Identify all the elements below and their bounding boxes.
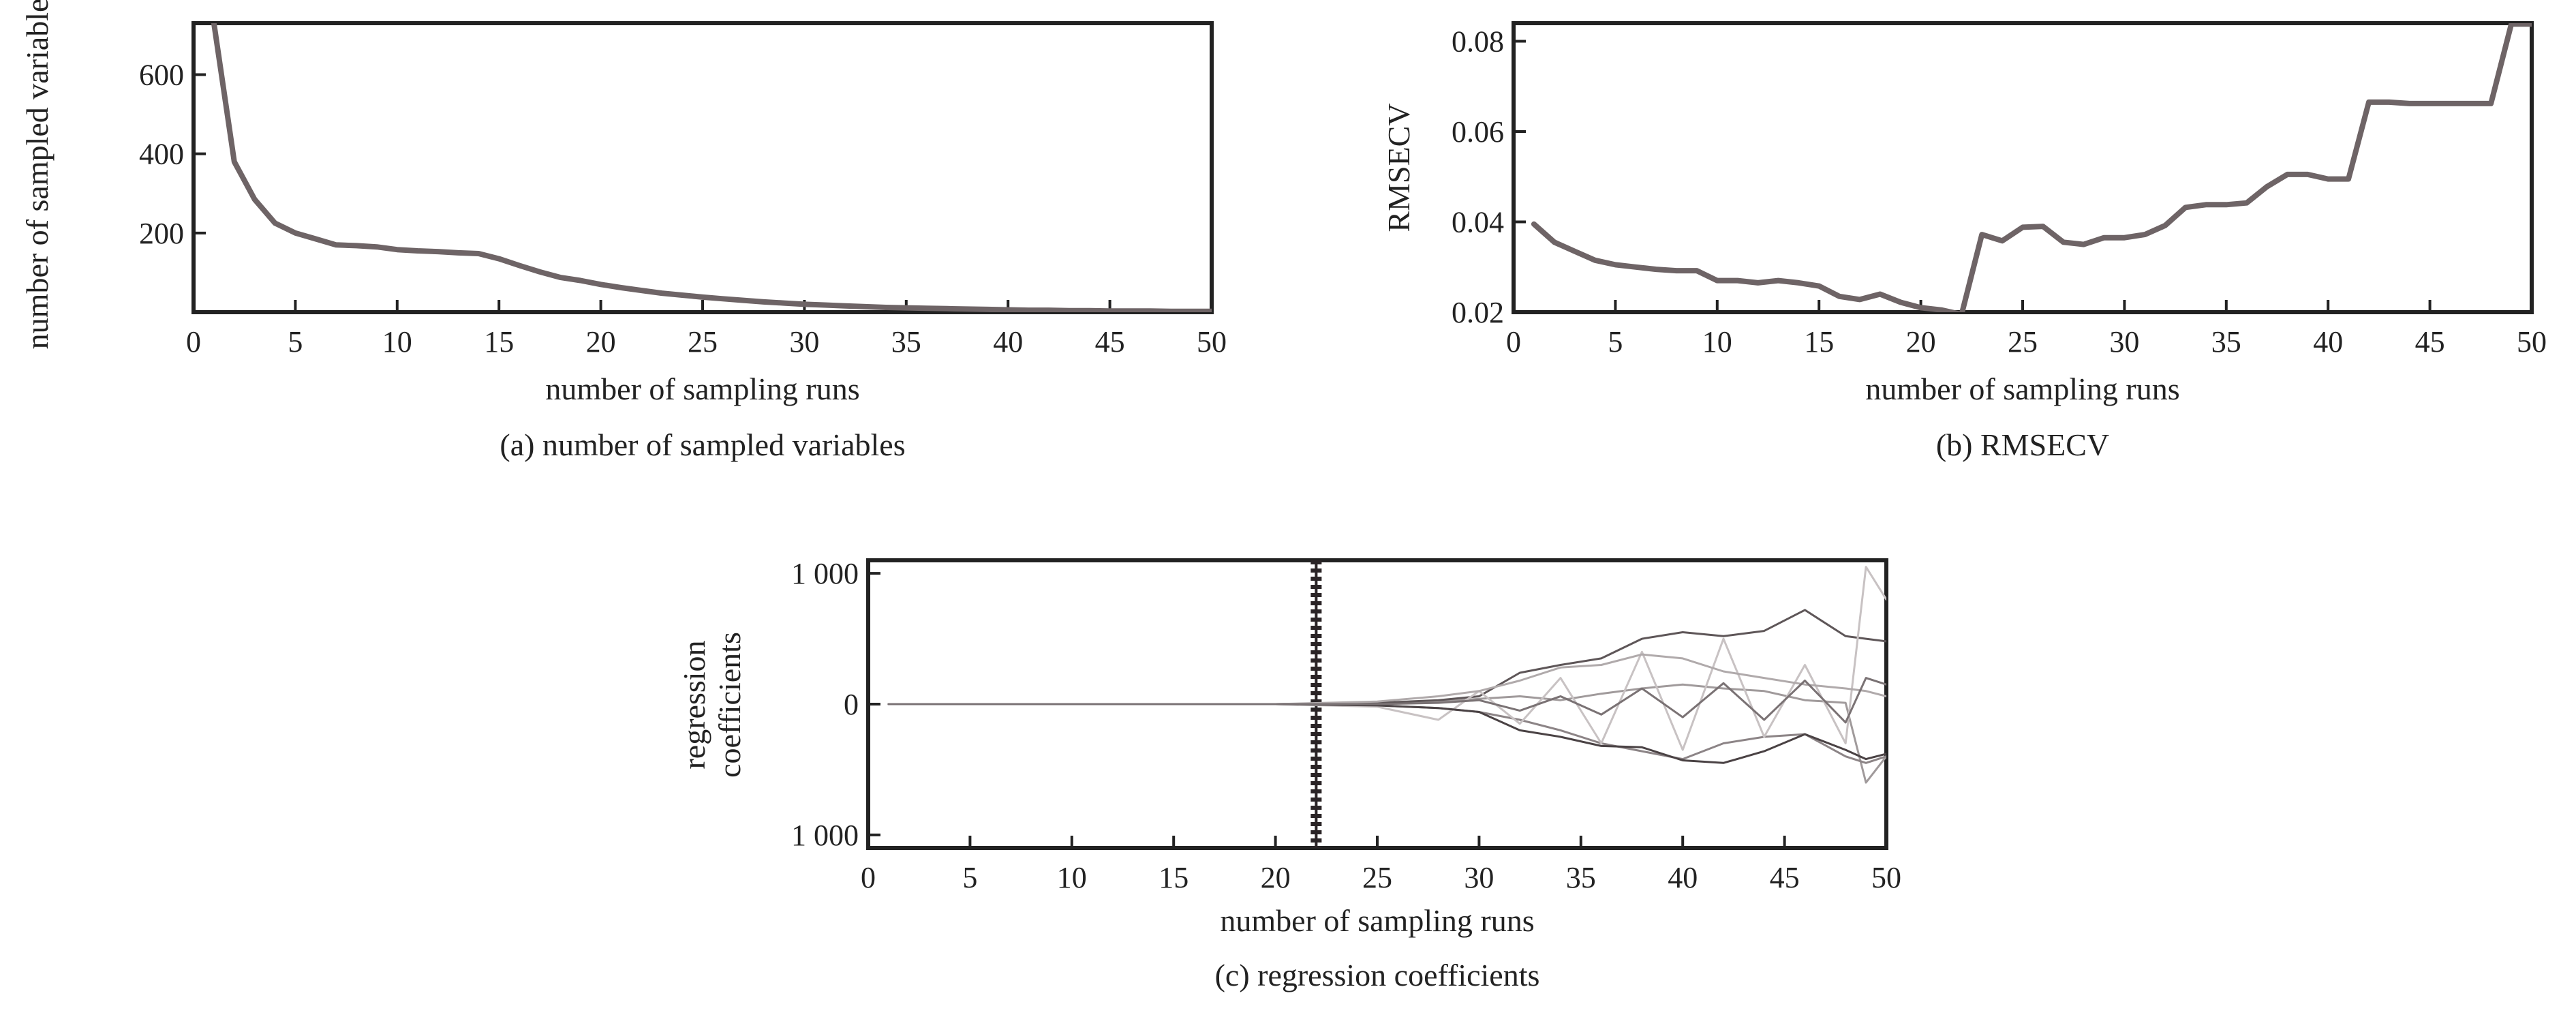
series-line bbox=[887, 683, 1886, 784]
x-tick-label: 35 bbox=[2211, 325, 2241, 359]
x-tick-label: 40 bbox=[1668, 861, 1698, 894]
series-line bbox=[887, 703, 1886, 764]
series-line bbox=[211, 23, 1212, 312]
x-tick-label: 35 bbox=[891, 325, 921, 359]
panel-a: 0 5 10 15 20 25 30 35 40 45 50 200 400 600 number of … bbox=[20, 0, 1227, 462]
y-tick-label: 0.02 bbox=[1452, 296, 1504, 329]
series-line bbox=[1531, 23, 2532, 312]
panel-c-ylabel: regression coefficients bbox=[677, 632, 747, 778]
panel-b-caption: (b) RMSECV bbox=[1936, 427, 2109, 462]
y-tick-label: 0.06 bbox=[1452, 115, 1504, 149]
x-tick-label: 40 bbox=[2313, 325, 2343, 359]
x-tick-label: 25 bbox=[688, 325, 718, 359]
y-tick-label: 0.08 bbox=[1452, 25, 1504, 59]
x-tick-label: 10 bbox=[1702, 325, 1732, 359]
x-tick-label: 30 bbox=[1464, 861, 1494, 894]
x-tick-label: 5 bbox=[1608, 325, 1623, 359]
x-tick-label: 10 bbox=[382, 325, 412, 359]
panel-b-ylabel: RMSECV bbox=[1381, 103, 1416, 232]
x-tick-label: 25 bbox=[2008, 325, 2038, 359]
x-tick-label: 35 bbox=[1566, 861, 1596, 894]
x-tick-label: 0 bbox=[186, 325, 201, 359]
x-tick-label: 15 bbox=[484, 325, 514, 359]
y-tick-label: 200 bbox=[139, 217, 184, 250]
series-line bbox=[887, 653, 1886, 705]
panel-c-ylabel-line-2: coefficients bbox=[712, 632, 747, 778]
x-tick-label: 10 bbox=[1057, 861, 1087, 894]
panel-c-xlabel: number of sampling runs bbox=[1220, 903, 1534, 938]
series-line bbox=[887, 677, 1886, 724]
series-line bbox=[887, 566, 1886, 751]
x-tick-label: 5 bbox=[962, 861, 977, 894]
panel-c-ylabel-line-1: regression bbox=[677, 640, 711, 769]
x-tick-label: 0 bbox=[861, 861, 876, 894]
x-tick-label: 45 bbox=[2415, 325, 2445, 359]
x-tick-label: 50 bbox=[1871, 861, 1901, 894]
x-tick-label: 20 bbox=[586, 325, 616, 359]
x-tick-label: 20 bbox=[1906, 325, 1936, 359]
panel-a-ylabel: number of sampled variables bbox=[20, 0, 55, 349]
x-tick-label: 50 bbox=[1197, 325, 1227, 359]
y-tick-label: 400 bbox=[139, 138, 184, 171]
panel-a-axes-frame bbox=[191, 21, 1214, 314]
panel-a-caption: (a) number of sampled variables bbox=[500, 427, 905, 462]
x-tick-label: 50 bbox=[2517, 325, 2547, 359]
x-tick-label: 15 bbox=[1804, 325, 1834, 359]
panel-c-caption: (c) regression coefficients bbox=[1215, 958, 1540, 992]
series-line bbox=[887, 703, 1886, 764]
y-tick-label: 0.04 bbox=[1452, 206, 1504, 239]
y-tick-label: 1 000 bbox=[791, 557, 859, 590]
x-tick-label: 40 bbox=[993, 325, 1023, 359]
panel-b: 0 5 10 15 20 25 30 35 40 45 50 0.02 0.04 0.06 0.08 num… bbox=[1381, 21, 2547, 462]
x-tick-label: 0 bbox=[1506, 325, 1521, 359]
panel-b-xlabel: number of sampling runs bbox=[1865, 371, 2179, 406]
x-tick-label: 30 bbox=[789, 325, 819, 359]
x-tick-label: 20 bbox=[1261, 861, 1291, 894]
y-tick-label: 0 bbox=[844, 688, 859, 721]
y-tick-label: 600 bbox=[139, 59, 184, 92]
x-tick-label: 45 bbox=[1770, 861, 1800, 894]
x-tick-label: 25 bbox=[1362, 861, 1392, 894]
x-tick-label: 15 bbox=[1159, 861, 1189, 894]
x-tick-label: 30 bbox=[2109, 325, 2139, 359]
y-tick-label: 1 000 bbox=[791, 819, 859, 852]
x-tick-label: 45 bbox=[1095, 325, 1125, 359]
panel-b-marks: 0 5 10 15 20 25 30 35 40 45 50 0.02 0.04 0.06 0.08 bbox=[1452, 23, 2547, 359]
panel-a-xlabel: number of sampling runs bbox=[545, 371, 859, 406]
panel-a-marks: 0 5 10 15 20 25 30 35 40 45 50 200 400 600 bbox=[139, 23, 1227, 359]
x-tick-label: 5 bbox=[288, 325, 303, 359]
